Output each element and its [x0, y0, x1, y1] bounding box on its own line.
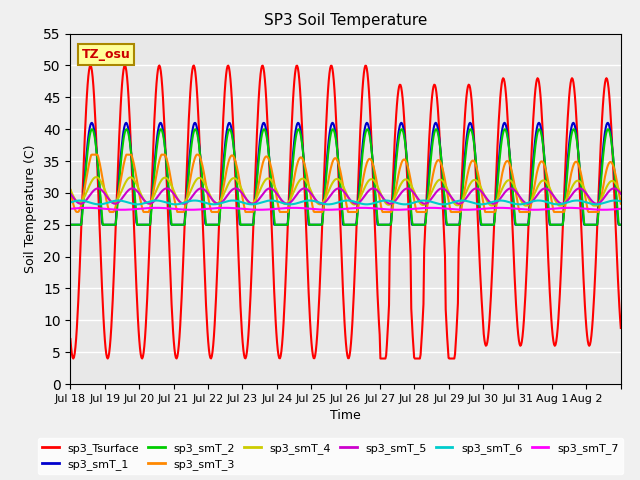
sp3_smT_1: [617, 222, 625, 228]
sp3_smT_5: [131, 186, 139, 192]
sp3_smT_6: [611, 198, 619, 204]
sp3_smT_2: [403, 156, 411, 162]
sp3_smT_4: [281, 201, 289, 207]
sp3_smT_5: [280, 200, 288, 205]
Text: TZ_osu: TZ_osu: [81, 48, 130, 61]
sp3_Tsurface: [435, 115, 442, 121]
sp3_Tsurface: [617, 325, 625, 331]
sp3_smT_7: [281, 205, 289, 211]
sp3_smT_6: [131, 201, 139, 207]
sp3_Tsurface: [281, 292, 289, 298]
sp3_smT_1: [500, 120, 508, 126]
sp3_Tsurface: [132, 267, 140, 273]
sp3_smT_1: [403, 149, 410, 155]
Line: sp3_Tsurface: sp3_Tsurface: [70, 65, 621, 359]
sp3_smT_1: [433, 122, 441, 128]
sp3_Tsurface: [67, 336, 74, 342]
Line: sp3_smT_5: sp3_smT_5: [70, 189, 621, 204]
sp3_smT_4: [92, 174, 100, 180]
sp3_smT_2: [281, 222, 289, 228]
sp3_smT_6: [617, 198, 625, 204]
sp3_smT_5: [617, 191, 625, 197]
X-axis label: Time: Time: [330, 409, 361, 422]
sp3_smT_4: [67, 187, 74, 192]
sp3_smT_3: [261, 155, 269, 161]
Line: sp3_smT_4: sp3_smT_4: [70, 177, 621, 205]
sp3_smT_6: [248, 202, 256, 207]
sp3_smT_6: [281, 201, 289, 206]
sp3_smT_6: [260, 199, 268, 204]
sp3_Tsurface: [86, 62, 94, 68]
sp3_smT_1: [280, 222, 288, 228]
sp3_smT_4: [617, 191, 625, 197]
sp3_smT_5: [260, 190, 268, 196]
sp3_smT_5: [435, 187, 442, 192]
sp3_smT_2: [617, 222, 625, 228]
sp3_smT_1: [232, 172, 240, 178]
sp3_smT_6: [434, 201, 442, 206]
sp3_Tsurface: [260, 70, 268, 75]
sp3_smT_2: [67, 222, 74, 228]
sp3_smT_5: [301, 186, 308, 192]
Legend: sp3_Tsurface, sp3_smT_1, sp3_smT_2, sp3_smT_3, sp3_smT_4, sp3_smT_5, sp3_smT_6, : sp3_Tsurface, sp3_smT_1, sp3_smT_2, sp3_…: [38, 438, 623, 474]
sp3_smT_2: [434, 130, 442, 135]
sp3_smT_5: [232, 186, 240, 192]
sp3_smT_5: [404, 186, 412, 192]
sp3_smT_4: [132, 180, 140, 185]
sp3_smT_4: [522, 203, 529, 208]
sp3_smT_4: [233, 177, 241, 183]
sp3_smT_5: [284, 201, 291, 206]
sp3_smT_2: [233, 179, 241, 184]
sp3_smT_4: [260, 179, 268, 185]
sp3_smT_1: [131, 200, 139, 206]
sp3_smT_7: [260, 207, 268, 213]
sp3_smT_3: [435, 157, 442, 163]
sp3_smT_3: [88, 152, 96, 157]
sp3_Tsurface: [376, 356, 384, 361]
sp3_smT_7: [617, 206, 625, 212]
sp3_smT_3: [73, 209, 81, 215]
sp3_smT_4: [434, 178, 442, 184]
sp3_smT_7: [403, 206, 411, 212]
Title: SP3 Soil Temperature: SP3 Soil Temperature: [264, 13, 428, 28]
sp3_Tsurface: [233, 215, 241, 221]
sp3_smT_6: [403, 201, 411, 207]
sp3_smT_1: [67, 222, 74, 228]
sp3_smT_7: [132, 206, 140, 212]
Line: sp3_smT_6: sp3_smT_6: [70, 201, 621, 204]
sp3_smT_7: [434, 205, 442, 211]
sp3_smT_3: [404, 163, 412, 169]
sp3_smT_2: [191, 126, 199, 132]
sp3_smT_2: [260, 126, 268, 132]
Y-axis label: Soil Temperature (C): Soil Temperature (C): [24, 144, 38, 273]
sp3_smT_7: [233, 205, 241, 211]
sp3_smT_7: [600, 207, 607, 213]
sp3_smT_3: [67, 187, 74, 193]
sp3_smT_3: [132, 175, 140, 180]
sp3_smT_1: [260, 120, 268, 126]
sp3_smT_7: [67, 206, 74, 212]
sp3_smT_6: [232, 198, 240, 204]
sp3_smT_3: [617, 201, 625, 206]
Line: sp3_smT_3: sp3_smT_3: [70, 155, 621, 212]
sp3_smT_5: [67, 191, 74, 197]
Line: sp3_smT_1: sp3_smT_1: [70, 123, 621, 225]
sp3_smT_7: [84, 205, 92, 211]
sp3_smT_2: [131, 195, 139, 201]
sp3_smT_4: [403, 177, 411, 182]
sp3_smT_3: [282, 209, 289, 215]
sp3_Tsurface: [404, 186, 412, 192]
sp3_smT_3: [234, 168, 241, 173]
Line: sp3_smT_7: sp3_smT_7: [70, 208, 621, 210]
Line: sp3_smT_2: sp3_smT_2: [70, 129, 621, 225]
sp3_smT_6: [67, 200, 74, 205]
